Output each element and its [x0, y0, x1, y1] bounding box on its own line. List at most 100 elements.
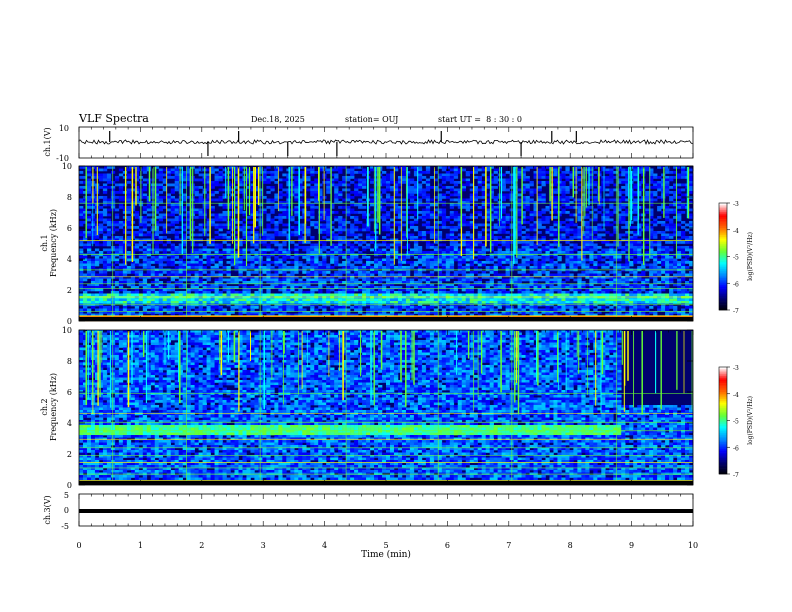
ch1-cell — [79, 311, 84, 314]
ch1-cell — [346, 281, 351, 284]
ch1-cell — [178, 243, 183, 247]
ch1-cell — [517, 283, 522, 287]
ch1-cell — [214, 301, 219, 304]
ch1-cell — [393, 193, 399, 197]
ch1-cell — [190, 311, 195, 314]
ch1-cell — [465, 258, 471, 262]
ch1-cell — [405, 283, 411, 287]
ch1-cell — [266, 276, 271, 279]
ch1-cell — [122, 263, 128, 267]
ch1-cell — [218, 298, 223, 302]
ch1-cell — [477, 298, 482, 302]
ch1-cell — [214, 213, 219, 217]
ch1-cell — [354, 258, 359, 262]
ch1-cell — [433, 261, 439, 264]
ch1-cell — [102, 228, 108, 232]
ch1-cell — [186, 298, 191, 302]
ch1-cell — [306, 198, 311, 202]
ch1-cell — [210, 298, 215, 302]
ch1-cell — [342, 238, 347, 242]
ch1-cell — [533, 261, 538, 264]
ch1-cell — [158, 298, 164, 302]
ch1-cell — [142, 226, 148, 229]
ch1-cell — [429, 251, 435, 254]
ch1-cell — [106, 203, 112, 207]
ch1-cell — [521, 236, 526, 239]
ch1-cell — [270, 233, 275, 237]
ch1-cell — [386, 308, 391, 312]
ch1-cell — [449, 263, 455, 267]
ch1-cell — [433, 186, 439, 189]
ch1-cell — [286, 173, 291, 177]
ch1-cell — [517, 221, 522, 224]
ch1-cell — [366, 243, 371, 247]
ch1-cell — [262, 293, 267, 297]
ch1-cell — [294, 258, 299, 262]
ch1-cell — [310, 208, 315, 212]
ch1-cell — [362, 296, 367, 299]
ch1-cell — [82, 191, 88, 194]
ch1-cell — [142, 233, 148, 237]
ch1-cell — [254, 313, 259, 317]
ch1-cell — [346, 211, 351, 214]
ch1-cell — [453, 228, 459, 232]
ch1-cell — [134, 216, 140, 219]
ch1-cell — [370, 313, 375, 317]
ch1-cell — [461, 216, 467, 219]
ch1-cell — [79, 191, 84, 194]
ch1-cell — [485, 236, 490, 239]
ch1-cell — [182, 226, 187, 229]
ch1-cell — [389, 313, 395, 317]
ch1-cell — [310, 258, 315, 262]
ch1-cell — [142, 216, 148, 219]
ch1-cell — [441, 226, 447, 229]
ch1-cell — [449, 233, 455, 237]
ch1-cell — [278, 258, 283, 262]
ch1-cell — [386, 243, 391, 247]
ch1-cell — [214, 181, 219, 184]
ch1-cell — [206, 203, 211, 207]
ch1-cell — [461, 288, 467, 292]
ch1-cell — [82, 288, 88, 292]
ch1-cell — [409, 188, 415, 192]
ch1-cell — [286, 306, 291, 309]
ch1-cell — [469, 308, 475, 312]
ch1-cell — [473, 253, 478, 257]
ch1-cell — [278, 298, 283, 302]
ch1-cell — [362, 248, 367, 252]
ch1-cell — [429, 231, 435, 234]
ch1-cell — [350, 211, 355, 214]
ch1-cell — [170, 253, 175, 257]
ch1-cell — [386, 233, 391, 237]
ch1-cell — [182, 218, 187, 222]
ch1-cell — [362, 228, 367, 232]
ch1-cell — [198, 258, 203, 262]
ch1-cell — [493, 311, 498, 314]
ch1-cell — [493, 251, 498, 254]
ch1-cell — [310, 248, 315, 252]
ch1-cell — [437, 251, 443, 254]
ch1-cell — [493, 226, 498, 229]
ch1-cell — [505, 291, 510, 294]
ch1-cell — [461, 213, 467, 217]
ch1-cell — [90, 258, 96, 262]
ch1-cell — [234, 256, 239, 259]
ch1-cell — [302, 291, 307, 294]
ch1-cell — [182, 236, 187, 239]
ch1-cell — [334, 273, 339, 277]
ch1-cell — [449, 186, 455, 189]
ch1-cell — [473, 301, 478, 304]
ch1-cell — [154, 306, 160, 309]
ch1-cell — [445, 266, 451, 269]
ch1-cell — [350, 263, 355, 267]
ch1-cell — [413, 181, 419, 184]
ch1-cell — [425, 166, 431, 169]
ch1-cell — [182, 238, 187, 242]
ch1-cell — [326, 178, 331, 182]
ch1-cell — [202, 298, 207, 302]
ch1-cell — [162, 216, 168, 219]
ch1-cell — [310, 246, 315, 249]
ch1-cell — [134, 188, 140, 192]
ch1-cell — [441, 238, 447, 242]
ch1-cell — [521, 308, 526, 312]
